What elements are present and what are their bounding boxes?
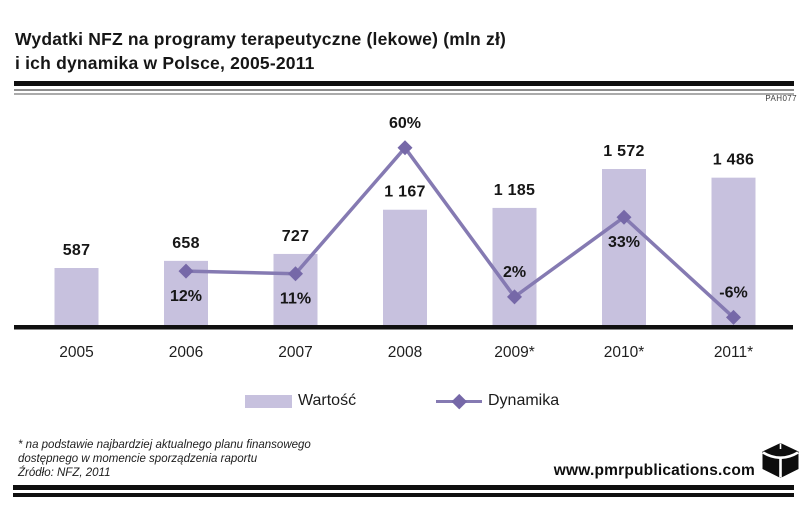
- legend-bar-swatch: [245, 394, 292, 408]
- line-point-2008: [397, 140, 413, 156]
- publisher-website: www.pmrpublications.com: [553, 462, 755, 479]
- x-tick-label-2007: 2007: [278, 344, 312, 361]
- bar-2007: [273, 253, 318, 327]
- line-point-2011: [726, 309, 741, 325]
- chart-title-line1: Wydatki NFZ na programy terapeutyczne (l…: [15, 29, 507, 49]
- x-tick-label-2005: 2005: [59, 344, 93, 361]
- bar-value-label-2011: 1 486: [713, 152, 755, 169]
- line-point-2009: [507, 289, 522, 305]
- pct-label-2008: 60%: [389, 115, 421, 132]
- header-rule-gray: [14, 89, 794, 95]
- pct-label-2009: 2%: [503, 264, 526, 281]
- x-axis-line: [14, 325, 793, 330]
- chart-title: Wydatki NFZ na programy terapeutyczne (l…: [15, 27, 506, 75]
- bar-2005: [54, 268, 99, 327]
- bar-value-label-2010: 1 572: [603, 143, 645, 160]
- footnote: * na podstawie najbardziej aktualnego pl…: [18, 438, 311, 480]
- legend-item-dynamika: Dynamika: [436, 392, 560, 409]
- bar-value-label-2005: 587: [63, 242, 91, 259]
- footnote-line1: * na podstawie najbardziej aktualnego pl…: [18, 439, 311, 451]
- line-point-2006: [178, 263, 194, 279]
- header-rule-black: [14, 81, 794, 86]
- x-tick-label-2006: 2006: [169, 344, 203, 361]
- bar-2009: [492, 207, 537, 327]
- x-tick-label-2009: 2009*: [494, 344, 535, 361]
- pct-label-2011: -6%: [719, 284, 747, 301]
- pct-label-2006: 12%: [170, 288, 202, 305]
- bar-2008: [383, 209, 427, 327]
- bar-value-label-2008: 1 167: [384, 184, 426, 201]
- legend-diamond-marker-icon: [451, 393, 467, 409]
- bar-2010: [602, 169, 646, 327]
- legend-line-sample: [436, 393, 482, 409]
- footnote-source: Źródło: NFZ, 2011: [18, 467, 111, 479]
- bar-value-label-2009: 1 185: [494, 182, 536, 199]
- chart-title-line2: i ich dynamika w Polsce, 2005-2011: [15, 53, 315, 73]
- x-tick-label-2010: 2010*: [604, 344, 645, 361]
- footer-rule-top: [13, 485, 794, 490]
- bar-value-label-2006: 658: [172, 235, 200, 252]
- footnote-line2: dostępnego w momencie sporządzenia rapor…: [18, 453, 258, 465]
- legend-item-wartosc: Wartość: [245, 392, 357, 409]
- legend-line-label: Dynamika: [488, 392, 560, 409]
- dynamika-line: [185, 145, 735, 319]
- line-point-2007: [288, 266, 303, 282]
- chart-plot-area: 587 2005 658 2006 727 2007 1 167 2008 1 185 2009*…: [14, 115, 793, 361]
- legend-bar-label: Wartość: [298, 392, 357, 409]
- pct-label-2010: 33%: [608, 234, 640, 251]
- chart-legend: Wartość Dynamika: [0, 391, 805, 411]
- bar-value-label-2007: 727: [282, 228, 310, 245]
- x-tick-label-2011: 2011*: [714, 344, 753, 361]
- footer-rule-bottom: [13, 493, 794, 497]
- pct-label-2007: 11%: [280, 291, 311, 308]
- pmr-cube-logo-icon: [762, 443, 799, 478]
- x-tick-label-2008: 2008: [388, 344, 422, 361]
- document-code: PAH077: [765, 94, 797, 103]
- line-point-2010: [616, 209, 632, 225]
